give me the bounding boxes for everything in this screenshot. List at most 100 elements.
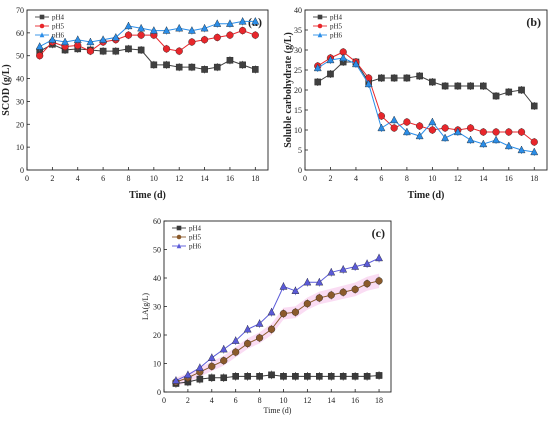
data-point-ph4-b: [480, 82, 487, 90]
data-point-ph5-b: [416, 122, 424, 130]
x-tick-label-c: 8: [258, 396, 262, 405]
data-point-ph4-c: [304, 373, 311, 380]
y-tick-label-c: 20: [153, 331, 161, 340]
data-point-ph5-c: [267, 325, 276, 333]
legend-label-ph6-a: pH6: [52, 32, 65, 40]
data-point-ph6-c: [375, 253, 383, 262]
data-point-ph4-b: [518, 86, 525, 94]
legend-label-ph5-c: pH5: [189, 234, 202, 242]
x-tick-label-a: 18: [251, 174, 259, 183]
x-tick-label-b: 12: [454, 174, 462, 183]
data-point-ph6-c: [183, 370, 192, 378]
data-point-ph6-a: [124, 21, 133, 30]
data-point-ph6-a: [48, 35, 57, 43]
data-point-ph4-c: [208, 374, 216, 382]
data-point-ph4-a: [125, 45, 132, 53]
series-line-ph4-c: [175, 374, 380, 384]
data-point-ph4-a: [188, 63, 196, 71]
data-point-ph5-a: [239, 26, 247, 35]
data-point-ph4-c: [244, 373, 251, 380]
data-point-ph6-b: [466, 135, 475, 144]
data-point-ph6-c: [351, 262, 360, 270]
data-point-ph5-c: [244, 339, 252, 348]
data-point-ph5-c: [208, 362, 216, 370]
x-tick-label-a: 10: [150, 174, 158, 183]
data-point-ph4-a: [175, 63, 183, 71]
data-point-ph4-b: [416, 72, 423, 80]
data-point-ph6-c: [315, 277, 324, 286]
x-tick-label-c: 10: [279, 396, 287, 405]
y-tick-label-b: 25: [294, 66, 302, 75]
data-point-ph6-c: [339, 265, 348, 273]
data-point-ph6-a: [200, 23, 209, 32]
data-point-ph6-b: [453, 127, 462, 136]
x-axis-label-b: Time (d): [408, 190, 445, 201]
data-point-ph4-c: [196, 375, 204, 383]
x-tick-label-b: 2: [328, 174, 332, 183]
x-tick-label-a: 2: [50, 174, 54, 183]
data-point-ph4-c: [339, 373, 347, 380]
data-point-ph6-c: [219, 344, 228, 353]
data-point-ph6-c: [231, 336, 240, 344]
legend-marker-ph6-a: [39, 32, 45, 38]
x-tick-label-a: 14: [201, 174, 209, 183]
y-tick-label-c: 60: [153, 217, 161, 226]
data-point-ph4-b: [390, 74, 398, 82]
data-point-ph4-a: [201, 66, 208, 73]
x-tick-label-c: 6: [234, 396, 238, 405]
data-point-ph4-c: [316, 373, 323, 380]
data-point-ph4-c: [327, 373, 335, 380]
data-point-ph6-a: [86, 37, 95, 46]
x-tick-label-b: 8: [405, 174, 409, 183]
data-point-ph5-c: [375, 277, 383, 285]
data-point-ph6-a: [162, 26, 171, 34]
data-point-ph6-b: [441, 133, 450, 142]
x-tick-label-b: 6: [379, 174, 383, 183]
data-point-ph4-c: [363, 373, 371, 380]
legend-label-ph4-c: pH4: [189, 225, 202, 233]
data-point-ph5-b: [492, 128, 500, 136]
data-point-ph6-a: [226, 19, 234, 27]
y-tick-label-a: 20: [16, 120, 24, 129]
series-ph5-b: [314, 48, 538, 146]
data-point-ph4-a: [239, 61, 246, 69]
series-ph5-a: [36, 26, 259, 60]
data-point-ph5-b: [479, 128, 487, 136]
data-point-ph4-a: [252, 66, 259, 73]
data-point-ph4-a: [226, 56, 234, 64]
y-axis-label-c: LA(g/L): [141, 293, 150, 320]
data-point-ph5-c: [303, 300, 311, 308]
legend-marker-ph6-c: [176, 243, 182, 249]
x-tick-label-c: 2: [186, 396, 190, 405]
data-point-ph4-b: [327, 70, 334, 78]
legend-label-ph6-b: pH6: [330, 32, 343, 40]
x-tick-label-b: 0: [303, 174, 307, 183]
data-point-ph5-b: [530, 138, 538, 146]
data-point-ph6-c: [279, 282, 288, 290]
x-tick-label-b: 14: [479, 174, 487, 183]
data-point-ph5-c: [220, 357, 228, 365]
y-tick-label-a: 0: [20, 166, 24, 175]
x-tick-label-a: 4: [76, 174, 80, 183]
data-point-ph6-b: [530, 147, 539, 156]
data-point-ph5-a: [162, 45, 171, 53]
data-point-ph4-c: [292, 373, 299, 380]
x-axis-label-c: Time (d): [264, 406, 292, 415]
series-line-ph5-a: [39, 30, 256, 57]
series-ph4-a: [36, 40, 259, 74]
x-tick-label-c: 16: [351, 396, 359, 405]
series-line-ph4-b: [317, 61, 535, 107]
legend-marker-ph4-c: [176, 225, 182, 231]
data-point-ph4-b: [314, 78, 322, 86]
data-point-ph6-c: [255, 319, 264, 327]
y-tick-label-b: 40: [294, 6, 302, 15]
legend-label-ph4-a: pH4: [52, 14, 65, 22]
data-point-ph5-c: [315, 294, 323, 302]
chart-panel-b: Soluble carbohydrate (g/L) Time (d) (b) …: [283, 6, 548, 201]
data-point-ph6-b: [517, 145, 526, 154]
x-tick-label-a: 12: [175, 174, 183, 183]
data-point-ph6-b: [364, 79, 373, 88]
data-point-ph6-b: [504, 141, 513, 150]
